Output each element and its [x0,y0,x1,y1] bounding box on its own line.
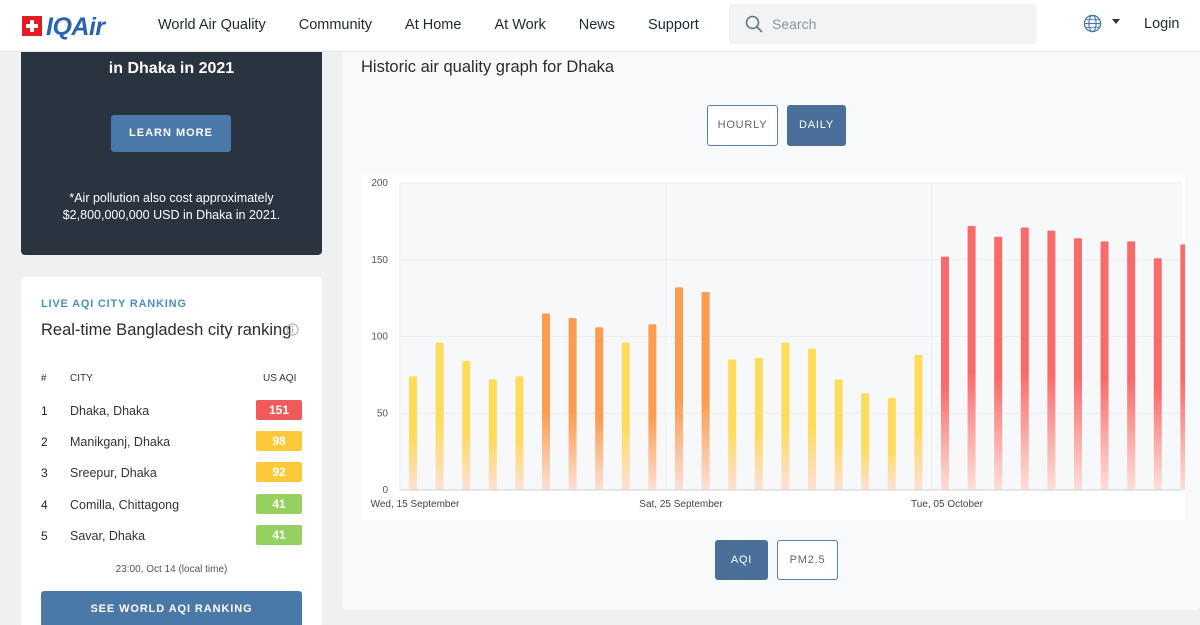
aqi-badge: 41 [256,494,302,514]
rank-number: 3 [41,466,48,480]
city-name[interactable]: Sreepur, Dhaka [70,466,157,480]
aqi-bar[interactable] [515,376,524,490]
rank-number: 5 [41,529,48,543]
y-tick-label: 100 [371,332,388,343]
y-tick-label: 0 [382,485,388,496]
aqi-bar[interactable] [1127,241,1136,490]
column-header-city: CITY [70,373,93,384]
aqi-bar[interactable] [435,342,444,490]
y-tick-label: 150 [371,255,388,266]
aqi-bar[interactable] [1100,241,1109,490]
x-tick-label: Tue, 05 October [911,499,984,510]
ranking-row[interactable]: 3 Sreepur, Dhaka 92 [21,462,322,484]
aqi-bar[interactable] [462,361,471,490]
city-name[interactable]: Comilla, Chittagong [70,498,180,512]
search-input[interactable]: Search [729,4,1037,44]
aqi-bar[interactable] [1073,238,1082,490]
aqi-badge: 151 [256,400,302,420]
aqi-bar-chart: 0 50 100 150 200 Wed, 15 September Sat, 25 Sep… [362,175,1185,520]
aqi-bar[interactable] [541,313,550,490]
aqi-bar[interactable] [914,354,923,490]
search-icon [745,15,763,33]
nav-world-air-quality[interactable]: World Air Quality [158,17,266,33]
x-tick-label: Sat, 25 September [639,499,723,510]
aqi-bar[interactable] [1047,230,1056,490]
promo-title: in Dhaka in 2021 [108,60,235,77]
y-tick-label: 50 [377,408,389,419]
aqi-metric-toggle[interactable]: AQI [715,540,768,580]
nav-news[interactable]: News [578,17,616,33]
aqi-bar[interactable] [781,342,790,490]
promo-note: *Air pollution also cost approximately $… [62,191,281,222]
ranking-row[interactable]: 2 Manikganj, Dhaka 98 [21,431,322,453]
rank-number: 2 [41,435,48,449]
aqi-bar[interactable] [488,379,497,490]
daily-toggle[interactable]: DAILY [787,105,846,146]
rank-number: 4 [41,498,48,512]
ranking-timestamp: 23:00, Oct 14 (local time) [115,564,228,575]
login-link[interactable]: Login [1144,16,1180,32]
swiss-flag-icon [22,16,42,36]
city-name[interactable]: Manikganj, Dhaka [70,435,171,449]
pm25-metric-toggle[interactable]: PM2.5 [777,540,838,580]
aqi-bar[interactable] [568,318,577,490]
y-tick-label: 200 [371,178,388,189]
rank-number: 1 [41,404,48,418]
globe-icon[interactable] [1083,14,1102,33]
aqi-bar[interactable] [754,357,763,490]
column-header-aqi: US AQI [263,373,297,384]
learn-more-button[interactable]: LEARN MORE [111,115,231,152]
brand-name: IQAir [46,12,105,41]
aqi-bar[interactable] [595,327,604,490]
city-ranking-card: LIVE AQI CITY RANKING Real-time Banglade… [21,277,322,625]
chart-canvas: 0 50 100 150 200 Wed, 15 September Sat, 25 Sep… [371,178,1185,510]
x-tick-label: Wed, 15 September [371,499,460,510]
hourly-toggle[interactable]: HOURLY [707,105,778,146]
aqi-bar[interactable] [940,256,949,490]
city-name[interactable]: Dhaka, Dhaka [70,404,150,418]
aqi-bar[interactable] [621,342,630,490]
nav-at-home[interactable]: At Home [405,17,462,33]
aqi-bar[interactable] [674,287,683,490]
column-header-rank: # [41,373,47,384]
aqi-bar[interactable] [1180,244,1185,490]
aqi-badge: 41 [256,525,302,545]
promo-card: in Dhaka in 2021 LEARN MORE *Air polluti… [21,52,322,255]
historic-graph-card: Historic air quality graph for Dhaka HOU… [342,52,1200,610]
aqi-bar[interactable] [728,359,737,490]
graph-title: Historic air quality graph for Dhaka [361,58,615,76]
aqi-badge: 92 [256,462,302,482]
ranking-title: Real-time Bangladesh city ranking [41,321,292,339]
aqi-bar[interactable] [648,324,657,490]
ranking-row[interactable]: 4 Comilla, Chittagong 41 [21,494,322,516]
aqi-bar[interactable] [861,393,870,490]
aqi-bar[interactable] [887,397,896,490]
see-world-ranking-button[interactable]: SEE WORLD AQI RANKING [41,591,302,625]
nav-community[interactable]: Community [298,17,373,33]
aqi-bar[interactable] [701,291,710,490]
main-nav: World Air Quality Community At Home At W… [158,0,732,50]
city-name[interactable]: Savar, Dhaka [70,529,146,543]
chevron-down-icon[interactable] [1112,19,1120,24]
info-icon[interactable] [286,323,299,336]
nav-at-work[interactable]: At Work [494,17,546,33]
top-header: IQAir World Air Quality Community At Hom… [0,0,1200,52]
aqi-badge: 98 [256,431,302,451]
aqi-bar[interactable] [994,236,1003,490]
nav-support[interactable]: Support [648,17,699,33]
aqi-bar[interactable] [1020,227,1029,490]
iqair-logo[interactable]: IQAir [22,12,105,41]
aqi-bar[interactable] [1153,258,1162,490]
aqi-bar[interactable] [807,348,816,490]
search-placeholder: Search [772,16,817,32]
aqi-bar[interactable] [409,376,417,490]
ranking-kicker: LIVE AQI CITY RANKING [41,298,187,310]
ranking-row[interactable]: 5 Savar, Dhaka 41 [21,525,322,547]
aqi-bar[interactable] [834,379,843,490]
aqi-bar[interactable] [967,225,976,491]
ranking-row[interactable]: 1 Dhaka, Dhaka 151 [21,400,322,422]
